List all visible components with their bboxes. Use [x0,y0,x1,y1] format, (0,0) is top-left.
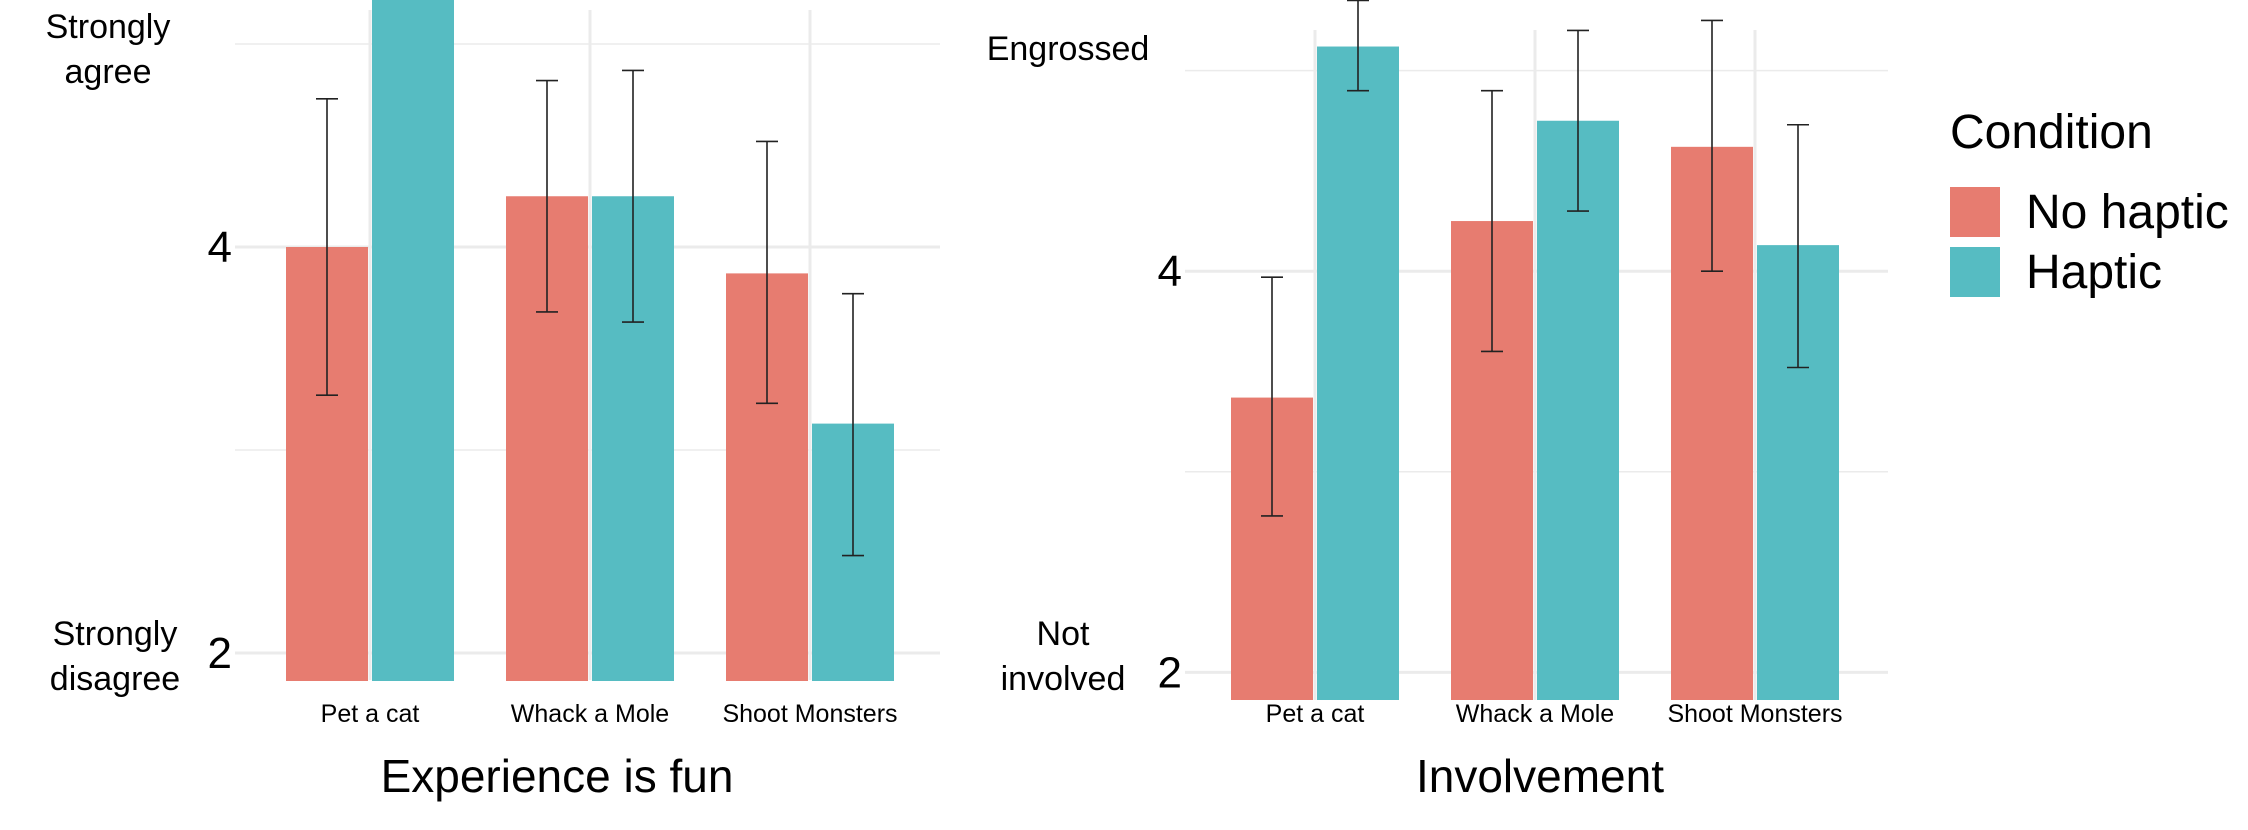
y-annotation-top: Strongly [46,8,171,46]
y-annotation-top: agree [65,53,152,91]
y-annotation-bottom: involved [1001,660,1126,698]
legend-item-haptic: Haptic [1950,242,2229,302]
y-annotation-top: Engrossed [987,30,1150,68]
chart-title: Involvement [1416,750,1664,802]
x-category-label: Pet a cat [1266,700,1365,728]
legend-swatch-haptic [1950,247,2000,297]
legend-item-no-haptic: No haptic [1950,182,2229,242]
x-category-label: Shoot Monsters [1667,700,1842,728]
x-category-label: Whack a Mole [1456,700,1614,728]
y-tick-label: 4 [208,223,232,272]
bar-haptic [1317,46,1399,700]
chart-title: Experience is fun [381,750,734,802]
y-annotation-bottom: disagree [50,660,180,698]
y-annotation-bottom: Not [1037,615,1090,653]
y-annotation-bottom: Strongly [53,615,178,653]
y-tick-label: 2 [1158,648,1182,697]
legend-label-haptic: Haptic [2026,245,2163,299]
bar-haptic [1537,120,1619,700]
x-category-label: Shoot Monsters [722,700,897,728]
legend: Condition No haptic Haptic [1950,105,2229,302]
legend-title: Condition [1950,106,2153,159]
y-tick-label: 2 [208,629,232,678]
bar-haptic [372,0,454,681]
x-category-label: Pet a cat [321,700,420,728]
x-category-label: Whack a Mole [511,700,669,728]
legend-label-no-haptic: No haptic [2026,185,2229,239]
y-tick-label: 4 [1158,247,1182,296]
legend-swatch-no-haptic [1950,187,2000,237]
